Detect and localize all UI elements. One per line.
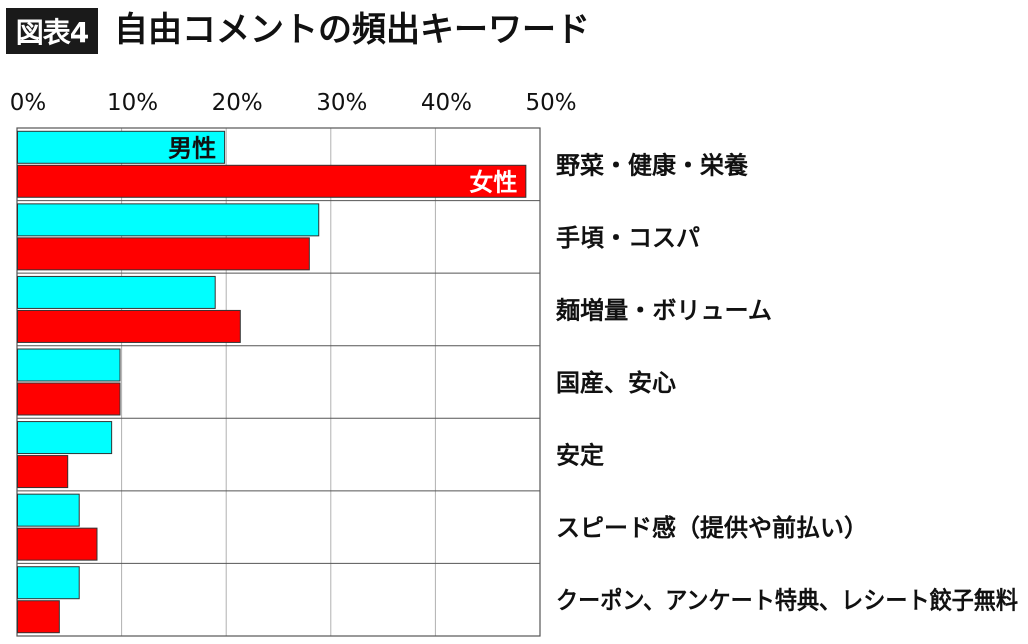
bar-female-0 [17,164,527,198]
figure-number-badge: 図表4 [6,8,98,54]
category-label-2: 麺増量・ボリューム [555,296,772,324]
category-label-3: 国産、安心 [556,369,676,397]
bar-female-1 [17,237,310,271]
bar-female-4 [17,455,69,489]
x-tick-label-5: 50% [525,90,576,116]
category-label-0: 野菜・健康・栄養 [556,151,748,179]
bar-male-4 [17,421,113,455]
bar-male-3 [17,348,121,382]
category-label-1: 手頃・コスパ [556,224,700,252]
x-tick-label-2: 20% [212,90,263,116]
bar-male-0 [17,130,226,164]
bar-female-6 [17,600,60,634]
x-tick-label-1: 10% [107,90,158,116]
category-label-4: 安定 [556,442,604,470]
bar-male-2 [17,275,216,309]
x-tick-label-0: 0% [10,90,47,116]
bar-male-6 [17,566,80,600]
category-label-5: スピード感（提供や前払い） [556,514,868,542]
bar-female-2 [17,309,241,343]
chart-title: 自由コメントの頻出キーワード [114,10,590,50]
bar-female-5 [17,527,98,561]
bar-female-3 [17,382,121,416]
bar-male-5 [17,493,80,527]
series-label-female: 女性 [469,168,517,196]
bar-male-1 [17,203,320,237]
plot-frame [16,127,541,637]
series-label-male: 男性 [168,134,216,162]
category-label-6: クーポン、アンケート特典、レシート餃子無料 [556,587,1018,615]
x-tick-label-3: 30% [316,90,367,116]
x-tick-label-4: 40% [421,90,472,116]
